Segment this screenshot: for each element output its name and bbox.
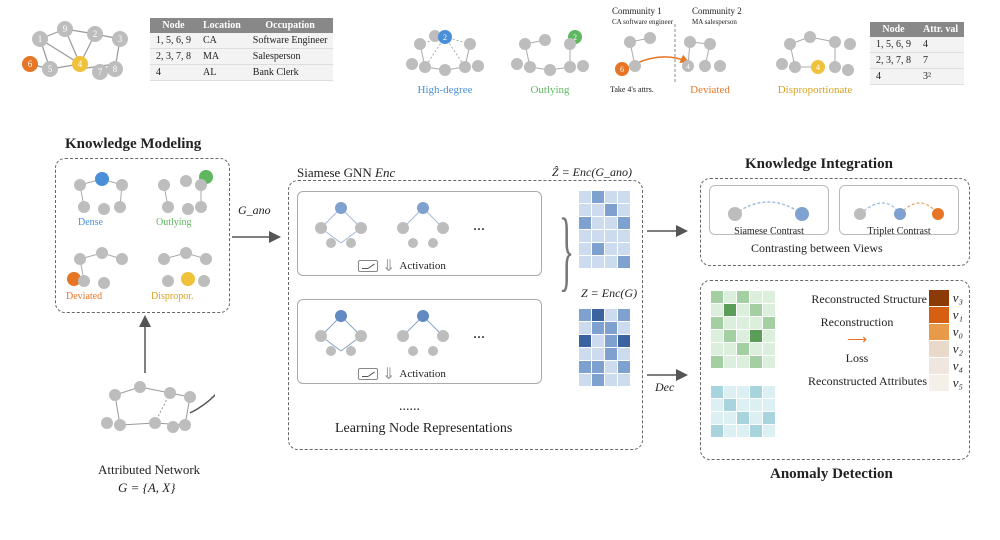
arrow-enc-to-integration <box>645 216 695 246</box>
svg-text:9: 9 <box>63 24 68 34</box>
activation-icon-2 <box>358 368 378 380</box>
svg-text:7: 7 <box>98 67 103 77</box>
label-recon-struct: Reconstructed Structure <box>787 291 927 308</box>
label-deviated: Deviated <box>66 291 102 302</box>
label-siamese-contrast: Siamese Contrast <box>710 226 828 237</box>
svg-text:8: 8 <box>113 64 118 74</box>
svg-text:4: 4 <box>686 63 690 71</box>
flow-arrows-left <box>135 313 215 533</box>
label-siamese-gnn: Siamese GNN <box>297 165 372 180</box>
label-activation-1: Activation <box>399 260 445 272</box>
community2-label: Community 2MA salesperson <box>692 6 742 26</box>
brace-icon: } <box>559 199 574 302</box>
activation-icon <box>358 260 378 272</box>
svg-text:4: 4 <box>816 63 820 72</box>
title-knowledge-integration: Knowledge Integration <box>745 156 893 173</box>
ellipsis: ...... <box>399 399 420 415</box>
svg-text:2: 2 <box>93 29 98 39</box>
label-dispro: Dispropor. <box>151 291 194 302</box>
cap-disprop: Disproportionate <box>770 84 860 96</box>
title-anomaly-detection: Anomaly Detection <box>770 466 893 483</box>
label-g-ano: G_ano <box>238 203 271 218</box>
label-contrasting: Contrasting between Views <box>751 241 883 256</box>
label-learning-node: Learning Node Representations <box>335 421 512 437</box>
mini-graph-outlying: 2 <box>505 22 595 82</box>
svg-text:3: 3 <box>118 34 123 44</box>
top-right-table: NodeAttr. val 1, 5, 6, 94 2, 3, 7, 87 43… <box>870 22 964 85</box>
label-dense: Dense <box>78 217 103 228</box>
top-left-table: NodeLocationOccupation 1, 5, 6, 9CASoftw… <box>150 18 333 81</box>
svg-text:4: 4 <box>78 59 83 69</box>
label-activation-2: Activation <box>399 368 445 380</box>
label-z-hat: Ẑ = Enc(G_ano) <box>552 165 632 180</box>
take-attrs-label: Take 4's attrs. <box>610 85 654 94</box>
label-dec: Dec <box>655 380 674 395</box>
svg-text:6: 6 <box>620 65 624 74</box>
label-outlying: Outlying <box>156 217 192 228</box>
svg-text:1: 1 <box>38 34 43 44</box>
title-knowledge-modeling: Knowledge Modeling <box>65 136 201 153</box>
heatmap-z <box>579 309 630 386</box>
box-anomaly-detection: Reconstructed Structure Reconstruction ⟶… <box>700 280 970 460</box>
dots2: ... <box>473 325 485 343</box>
svg-text:2: 2 <box>443 33 447 42</box>
heatmap-structure <box>711 291 775 368</box>
label-z: Z = Enc(G) <box>581 286 637 301</box>
box-siamese-gnn: Siamese GNN Enc Ẑ = Enc(G_ano) ... ⇓Acti… <box>288 180 643 450</box>
heatmap-attributes <box>711 386 775 437</box>
label-triplet-contrast: Triplet Contrast <box>840 226 958 237</box>
mini-graph-disprop: 4 <box>770 22 860 82</box>
svg-text:6: 6 <box>28 59 33 69</box>
arrow-modeling-to-enc <box>230 222 290 252</box>
label-reconstruction: Reconstruction <box>821 314 894 331</box>
v-column: v₃ v₁ v₀ v₂ v₄ v₅ <box>929 289 963 392</box>
label-recon-attr: Reconstructed Attributes <box>787 373 927 390</box>
heatmap-z-hat <box>579 191 630 268</box>
mini-graph-deviated: 64 <box>610 24 740 89</box>
community1-label: Community 1CA software engineer <box>612 6 673 26</box>
dots1: ... <box>473 217 485 235</box>
cap-outlying: Outlying <box>515 84 585 96</box>
svg-text:5: 5 <box>48 64 53 74</box>
cap-high-degree: High-degree <box>405 84 485 96</box>
box-knowledge-integration: Siamese Contrast Triplet Contrast Contra… <box>700 178 970 266</box>
mini-graph-high-degree: 2 <box>400 22 490 82</box>
top-left-graph: 1 9 2 3 6 5 4 7 8 <box>20 14 140 94</box>
label-enc: Enc <box>375 165 395 180</box>
label-loss: Loss <box>846 350 869 367</box>
box-knowledge-modeling: Dense Outlying Deviated Dispropor. <box>55 158 230 313</box>
cap-deviated: Deviated <box>680 84 740 96</box>
